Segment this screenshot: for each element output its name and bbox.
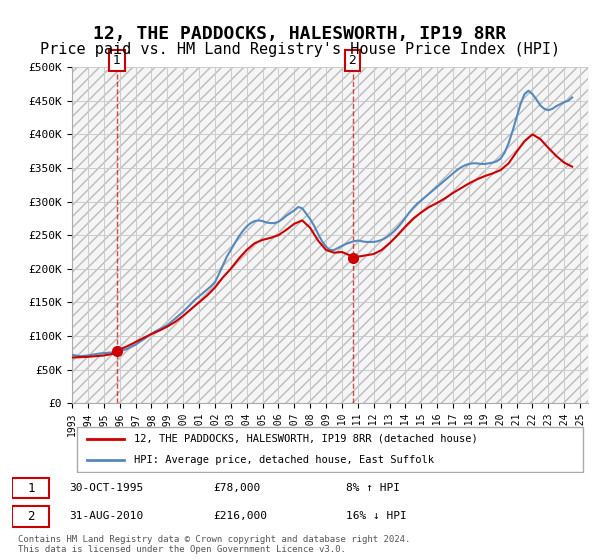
Text: Price paid vs. HM Land Registry's House Price Index (HPI): Price paid vs. HM Land Registry's House … [40,42,560,57]
Text: HPI: Average price, detached house, East Suffolk: HPI: Average price, detached house, East… [134,455,434,465]
FancyBboxPatch shape [12,478,49,498]
Text: 31-AUG-2010: 31-AUG-2010 [70,511,144,521]
Text: 2: 2 [27,510,35,523]
Text: £216,000: £216,000 [214,511,268,521]
Text: 2: 2 [349,54,356,67]
FancyBboxPatch shape [12,506,49,526]
Text: Contains HM Land Registry data © Crown copyright and database right 2024.
This d: Contains HM Land Registry data © Crown c… [18,535,410,554]
Text: 16% ↓ HPI: 16% ↓ HPI [346,511,407,521]
Text: 1: 1 [113,54,121,67]
Text: 12, THE PADDOCKS, HALESWORTH, IP19 8RR (detached house): 12, THE PADDOCKS, HALESWORTH, IP19 8RR (… [134,434,478,444]
Text: 30-OCT-1995: 30-OCT-1995 [70,483,144,493]
Text: £78,000: £78,000 [214,483,261,493]
FancyBboxPatch shape [77,427,583,472]
Text: 8% ↑ HPI: 8% ↑ HPI [346,483,400,493]
Text: 1: 1 [27,482,35,494]
Text: 12, THE PADDOCKS, HALESWORTH, IP19 8RR: 12, THE PADDOCKS, HALESWORTH, IP19 8RR [94,25,506,43]
